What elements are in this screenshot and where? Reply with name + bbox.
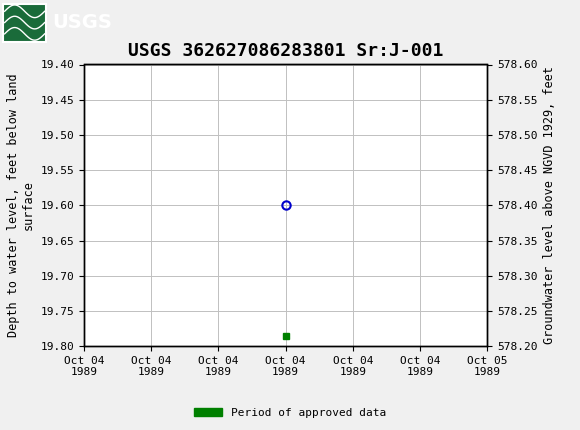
Y-axis label: Groundwater level above NGVD 1929, feet: Groundwater level above NGVD 1929, feet bbox=[543, 66, 556, 344]
Y-axis label: Depth to water level, feet below land
surface: Depth to water level, feet below land su… bbox=[7, 74, 35, 337]
Title: USGS 362627086283801 Sr:J-001: USGS 362627086283801 Sr:J-001 bbox=[128, 42, 443, 60]
FancyBboxPatch shape bbox=[3, 3, 46, 42]
Text: USGS: USGS bbox=[52, 13, 112, 32]
Legend: Period of approved data: Period of approved data bbox=[190, 403, 390, 422]
